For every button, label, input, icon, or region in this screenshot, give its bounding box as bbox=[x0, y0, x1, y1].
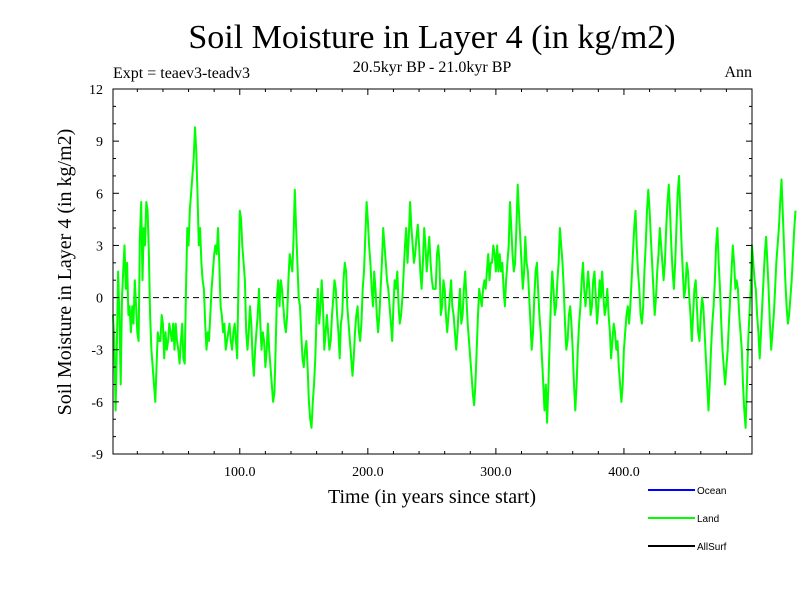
legend-label-allsurf: AllSurf bbox=[697, 542, 727, 553]
y-tick-label: -6 bbox=[91, 396, 103, 411]
y-tick-label: 12 bbox=[89, 83, 103, 98]
ticks-group: -9 -6 -3 0 3 6 9 12 100.0 200.0 300.0 400.0 bbox=[89, 83, 752, 480]
y-axis-label: Soil Moisture in Layer 4 (in kg/m2) bbox=[54, 129, 76, 416]
y-tick-label: 9 bbox=[96, 135, 103, 150]
legend-label-land: Land bbox=[697, 514, 719, 525]
x-tick-label: 300.0 bbox=[480, 465, 512, 480]
series-group bbox=[112, 126, 797, 429]
legend: Ocean Land AllSurf bbox=[648, 486, 727, 553]
x-axis-label: Time (in years since start) bbox=[328, 486, 536, 508]
y-tick-label: 0 bbox=[96, 292, 103, 307]
plot-frame bbox=[112, 88, 753, 455]
chart-title: Soil Moisture in Layer 4 (in kg/m2) bbox=[188, 19, 675, 56]
season-label: Ann bbox=[724, 64, 752, 81]
y-tick-label: -3 bbox=[91, 344, 103, 359]
experiment-label: Expt = teaev3-teadv3 bbox=[113, 65, 250, 82]
y-tick-label: 6 bbox=[96, 187, 103, 202]
x-tick-label: 400.0 bbox=[608, 465, 640, 480]
x-tick-label: 200.0 bbox=[352, 465, 384, 480]
y-tick-label: 3 bbox=[96, 239, 103, 254]
legend-label-ocean: Ocean bbox=[697, 486, 726, 497]
series-line-land bbox=[112, 126, 797, 429]
y-tick-label: -9 bbox=[91, 448, 103, 463]
chart-subtitle: 20.5kyr BP - 21.0kyr BP bbox=[353, 59, 512, 76]
x-tick-label: 100.0 bbox=[224, 465, 256, 480]
